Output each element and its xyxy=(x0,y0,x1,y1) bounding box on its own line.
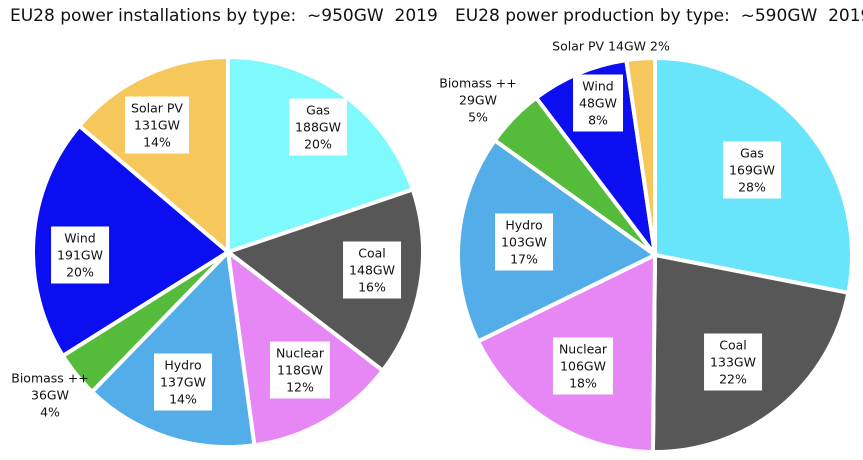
slice-percent: 5% xyxy=(468,109,488,125)
pie-slice-hydro xyxy=(90,250,257,449)
slice-name: Wind xyxy=(582,78,614,94)
slice-percent: 2% xyxy=(649,38,670,54)
slice-value: 133GW xyxy=(710,354,756,370)
slice-percent: 12% xyxy=(286,379,314,395)
slice-name: Coal xyxy=(719,337,747,353)
slice-name: Biomass ++ xyxy=(439,75,517,91)
slice-percent: 28% xyxy=(738,179,766,195)
slice-value: 188GW xyxy=(295,119,341,135)
slice-percent: 20% xyxy=(66,264,94,280)
pie-slice-coal xyxy=(226,187,425,373)
slice-value: 103GW xyxy=(501,234,547,250)
slice-percent: 17% xyxy=(510,251,538,267)
slice-name: Coal xyxy=(358,245,386,261)
slice-percent: 14% xyxy=(169,391,197,407)
slice-percent: 14% xyxy=(143,134,171,150)
data-label-solar-pv: Solar PV 14GW 2% xyxy=(552,38,670,55)
slice-name: Gas xyxy=(740,145,764,161)
data-label-coal: Coal 148GW 16% xyxy=(343,241,401,299)
data-label-nuclear: Nuclear 106GW 18% xyxy=(552,337,614,395)
pie-slice-solar-pv xyxy=(624,56,657,257)
slice-value: 191GW xyxy=(57,247,103,263)
data-label-gas: Gas 188GW 20% xyxy=(289,98,347,156)
chart-title-installations: EU28 power installations by type: ~950GW… xyxy=(10,6,438,26)
slice-value: 106GW xyxy=(560,358,606,374)
chart-title-production: EU28 power production by type: ~590GW 20… xyxy=(455,6,863,26)
slice-value: 14GW xyxy=(608,38,650,54)
slice-name: Nuclear xyxy=(558,341,608,357)
pie-slice-solar-pv xyxy=(77,55,230,254)
slice-value: 169GW xyxy=(729,162,775,178)
slice-value: 137GW xyxy=(160,374,206,390)
slice-name: Gas xyxy=(306,102,330,118)
slice-value: 29GW xyxy=(459,92,497,108)
data-label-wind: Wind 48GW 8% xyxy=(573,74,623,132)
data-label-wind: Wind 191GW 20% xyxy=(51,226,109,284)
pie-slice-wind xyxy=(31,123,230,358)
slice-name: Nuclear xyxy=(275,345,325,361)
slice-value: 36GW xyxy=(31,387,69,403)
slice-value: 48GW xyxy=(579,95,617,111)
slice-percent: 8% xyxy=(588,112,608,128)
data-label-biomass: Biomass ++ 36GW 4% xyxy=(11,370,88,421)
slice-percent: 22% xyxy=(719,371,747,387)
slice-value: 118GW xyxy=(277,362,323,378)
slice-name: Wind xyxy=(64,230,96,246)
data-label-gas: Gas 169GW 28% xyxy=(723,141,781,199)
pie-slice-hydro xyxy=(456,138,657,344)
slice-percent: 20% xyxy=(304,136,332,152)
slice-percent: 16% xyxy=(358,279,386,295)
data-label-biomass: Biomass ++ 29GW 5% xyxy=(439,75,516,126)
slice-percent: 4% xyxy=(40,404,60,420)
data-label-nuclear: Nuclear 118GW 12% xyxy=(269,341,331,399)
slice-value: 148GW xyxy=(349,262,395,278)
slice-name: Hydro xyxy=(164,357,202,373)
data-label-coal: Coal 133GW 22% xyxy=(704,333,762,391)
data-label-hydro: Hydro 103GW 17% xyxy=(495,213,553,271)
data-label-solar-pv: Solar PV 131GW 14% xyxy=(125,96,189,154)
slice-name: Solar PV xyxy=(552,38,609,54)
slice-value: 131GW xyxy=(134,117,180,133)
slice-percent: 18% xyxy=(569,375,597,391)
data-label-hydro: Hydro 137GW 14% xyxy=(154,353,212,411)
slice-name: Biomass ++ xyxy=(11,370,89,386)
slice-name: Hydro xyxy=(505,217,543,233)
slice-name: Solar PV xyxy=(131,100,183,116)
